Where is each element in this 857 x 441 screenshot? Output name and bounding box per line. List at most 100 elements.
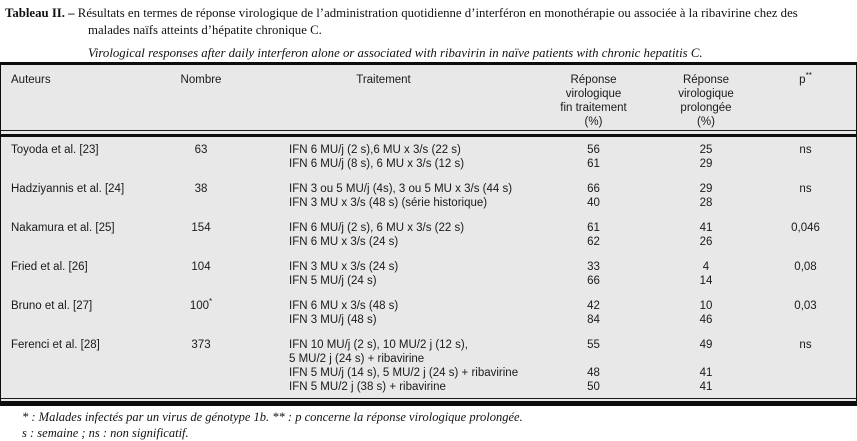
fin-value: 62	[587, 236, 600, 248]
treatment-line: IFN 3 ou 5 MU/j (4s), 3 ou 5 MU x 3/s (4…	[289, 183, 513, 195]
cell-auteur: Ferenci et al. [28]	[1, 338, 166, 394]
treatment-line: IFN 3 MU x 3/s (48 s) (série historique)	[289, 197, 488, 209]
cell-reponse-prolongee: 41 26	[656, 221, 756, 249]
table-number-label: Tableau II. –	[5, 6, 75, 20]
p-value: ns	[799, 183, 812, 195]
cell-reponse-fin: 56 61	[531, 143, 656, 171]
patient-count: 63	[194, 144, 208, 156]
p-value: ns	[799, 144, 812, 156]
table-row: Fried et al. [26] 104 IFN 3 MU x 3/s (24 s…	[1, 260, 856, 288]
caption-english: Virological responses after daily interf…	[88, 46, 703, 60]
p-value: 0,03	[794, 300, 817, 312]
p-value: ns	[799, 339, 812, 351]
fin-value: 61	[587, 158, 600, 170]
prolongee-value: 4	[702, 261, 710, 273]
cell-auteur: Fried et al. [26]	[1, 260, 166, 288]
author-name: Ferenci et al. [28]	[11, 339, 100, 351]
table-row: Toyoda et al. [23] 63 IFN 6 MU/j (2 s),6 M…	[1, 143, 856, 171]
author-name: Nakamura et al. [25]	[11, 222, 115, 234]
p-label: p	[799, 74, 806, 86]
table-header-row: Auteurs Nombre Traitement Réponse virolog…	[1, 65, 856, 130]
header-traitement: Traitement	[356, 74, 411, 86]
header-auteurs: Auteurs	[11, 74, 51, 86]
author-name: Fried et al. [26]	[11, 261, 88, 273]
caption-line-1: Tableau II. – Résultats en termes de rép…	[5, 5, 855, 22]
cell-reponse-fin: 33 66	[531, 260, 656, 288]
prolongee-value: 41	[699, 381, 713, 393]
treatment-line: IFN 5 MU/2 j (38 s) + ribavirine	[289, 381, 446, 393]
patient-count: 373	[191, 339, 211, 351]
cell-traitement: IFN 3 MU x 3/s (24 s) IFN 5 MU/j (24 s)	[236, 260, 531, 288]
cell-nombre: 373	[166, 338, 236, 394]
cell-p-value: 0,046	[756, 221, 855, 249]
header-line: (%)	[697, 116, 715, 128]
patient-count: 154	[191, 222, 211, 234]
fin-value: 61	[587, 222, 600, 234]
cell-auteur: Bruno et al. [27]	[1, 299, 166, 327]
table-row: Nakamura et al. [25] 154 IFN 6 MU/j (2 s),…	[1, 221, 856, 249]
header-p-value: p**	[756, 72, 855, 130]
treatment-line: IFN 6 MU/j (8 s), 6 MU x 3/s (12 s)	[289, 158, 465, 170]
cell-reponse-fin: 66 40	[531, 182, 656, 210]
fin-value: 42	[587, 300, 600, 312]
table-row: Bruno et al. [27] 100* IFN 6 MU x 3/s (48 …	[1, 297, 856, 327]
cell-reponse-fin: 55 48 50	[531, 338, 656, 394]
prolongee-value: 25	[699, 144, 713, 156]
header-line: Réponse	[570, 74, 617, 86]
prolongee-value: 29	[699, 183, 713, 195]
prolongee-value: 10	[699, 300, 713, 312]
genotype-asterisk: *	[209, 297, 213, 307]
header-line: virologique	[565, 88, 622, 100]
treatment-line: IFN 6 MU x 3/s (24 s)	[289, 236, 399, 248]
footnotes: * : Malades infectés par un virus de gén…	[22, 409, 523, 441]
fin-value	[531, 352, 656, 366]
cell-reponse-fin: 42 84	[531, 299, 656, 327]
header-line: prolongée	[680, 102, 732, 114]
patient-count: 100*	[189, 297, 213, 312]
prolongee-value	[656, 352, 756, 366]
fin-value: 55	[587, 339, 600, 351]
cell-p-value: ns	[756, 143, 855, 171]
author-name: Toyoda et al. [23]	[11, 144, 99, 156]
cell-reponse-prolongee: 49 41 41	[656, 338, 756, 394]
footnote-line-1: * : Malades infectés par un virus de gén…	[22, 410, 523, 424]
patient-count: 104	[191, 261, 211, 273]
prolongee-value: 41	[699, 222, 713, 234]
cell-nombre: 38	[166, 182, 236, 210]
cell-p-value: 0,03	[756, 299, 855, 327]
treatment-line: IFN 3 MU x 3/s (24 s)	[289, 261, 399, 273]
author-name: Hadziyannis et al. [24]	[11, 183, 125, 195]
header-line: Réponse	[682, 74, 730, 86]
results-table: Auteurs Nombre Traitement Réponse virolog…	[0, 62, 857, 406]
header-reponse-fin-traitement: Réponse virologique fin traitement (%)	[531, 73, 656, 130]
prolongee-value: 49	[699, 339, 713, 351]
header-line: virologique	[678, 88, 734, 100]
cell-traitement: IFN 10 MU/j (2 s), 10 MU/2 j (12 s), 5 MU…	[236, 338, 531, 394]
caption-line-2: malades naïfs atteints d’hépatite chroni…	[88, 23, 322, 37]
patient-count: 38	[194, 183, 208, 195]
cell-auteur: Toyoda et al. [23]	[1, 143, 166, 171]
cell-reponse-prolongee: 4 14	[656, 260, 756, 288]
prolongee-value: 26	[699, 236, 713, 248]
treatment-line: IFN 10 MU/j (2 s), 10 MU/2 j (12 s),	[289, 339, 468, 351]
footnote-line-2: s : semaine ; ns : non significatif.	[22, 426, 189, 440]
cell-traitement: IFN 3 ou 5 MU/j (4s), 3 ou 5 MU x 3/s (4…	[236, 182, 531, 210]
table-body: Toyoda et al. [23] 63 IFN 6 MU/j (2 s),6 M…	[1, 137, 856, 398]
header-line: fin traitement	[560, 102, 627, 114]
cell-reponse-prolongee: 29 28	[656, 182, 756, 210]
header-line: (%)	[584, 116, 603, 128]
prolongee-value: 29	[699, 158, 713, 170]
cell-traitement: IFN 6 MU/j (2 s),6 MU x 3/s (22 s) IFN 6 …	[236, 143, 531, 171]
author-name: Bruno et al. [27]	[11, 300, 93, 312]
table-row: Hadziyannis et al. [24] 38 IFN 3 ou 5 MU/j…	[1, 182, 856, 210]
cell-nombre: 63	[166, 143, 236, 171]
treatment-line: IFN 6 MU/j (2 s), 6 MU x 3/s (22 s)	[289, 222, 465, 234]
cell-auteur: Hadziyannis et al. [24]	[1, 182, 166, 210]
header-reponse-prolongee: Réponse virologique prolongée (%)	[656, 73, 756, 130]
fin-value: 33	[587, 261, 600, 273]
prolongee-value: 46	[699, 314, 713, 326]
cell-nombre: 100*	[166, 297, 236, 327]
treatment-line: IFN 3 MU/j (48 s)	[289, 314, 377, 326]
cell-nombre: 154	[166, 221, 236, 249]
